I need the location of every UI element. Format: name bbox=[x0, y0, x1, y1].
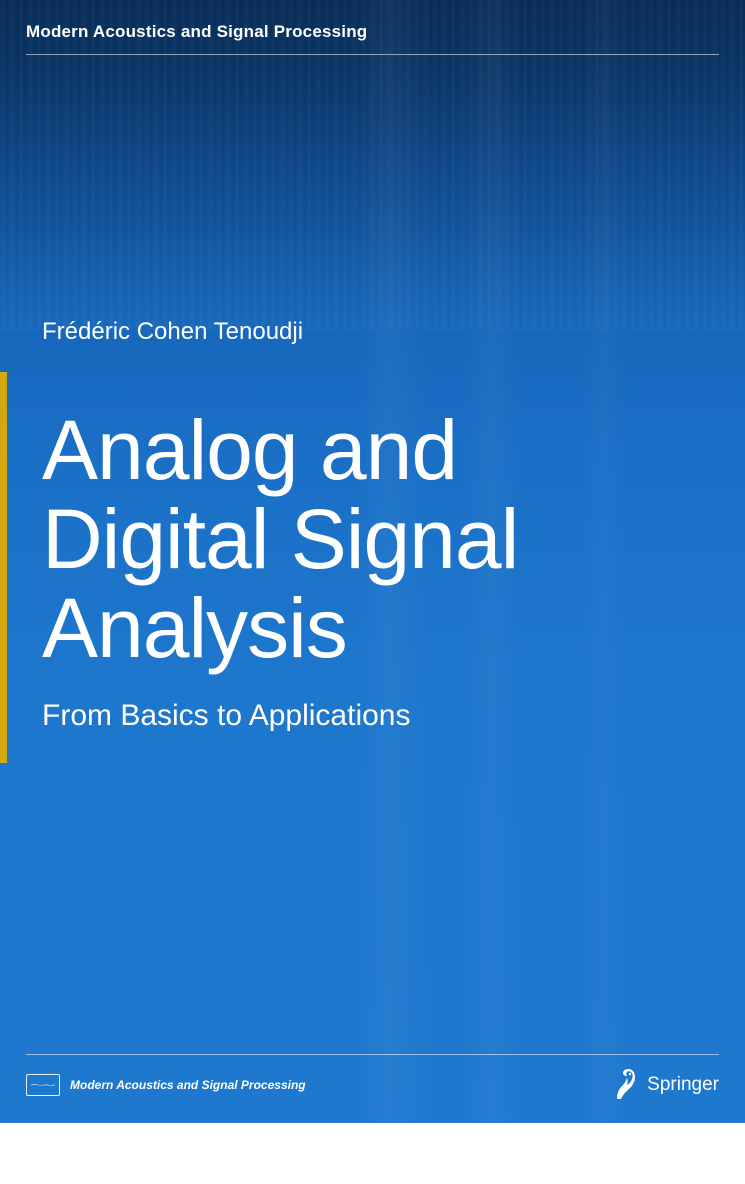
top-rule bbox=[26, 54, 719, 55]
bottom-bar: Modern Acoustics and Signal Processing S… bbox=[26, 1054, 719, 1101]
series-bottom-wrap: Modern Acoustics and Signal Processing bbox=[26, 1074, 306, 1096]
book-title: Analog and Digital Signal Analysis bbox=[42, 406, 518, 673]
book-cover: Modern Acoustics and Signal Processing F… bbox=[0, 0, 745, 1123]
publisher-name: Springer bbox=[647, 1074, 719, 1096]
author-name: Frédéric Cohen Tenoudji bbox=[42, 318, 303, 346]
bottom-rule bbox=[26, 1054, 719, 1055]
title-block: Analog and Digital Signal Analysis From … bbox=[0, 372, 558, 763]
bottom-row: Modern Acoustics and Signal Processing S… bbox=[26, 1069, 719, 1101]
below-cover-whitespace bbox=[0, 1123, 745, 1184]
top-bar: Modern Acoustics and Signal Processing bbox=[26, 22, 719, 55]
signal-icon bbox=[26, 1074, 60, 1096]
springer-horse-icon bbox=[611, 1069, 639, 1101]
publisher-wrap: Springer bbox=[611, 1069, 719, 1101]
series-name-bottom: Modern Acoustics and Signal Processing bbox=[70, 1078, 306, 1092]
series-name-top: Modern Acoustics and Signal Processing bbox=[26, 22, 719, 42]
book-subtitle: From Basics to Applications bbox=[42, 699, 518, 733]
